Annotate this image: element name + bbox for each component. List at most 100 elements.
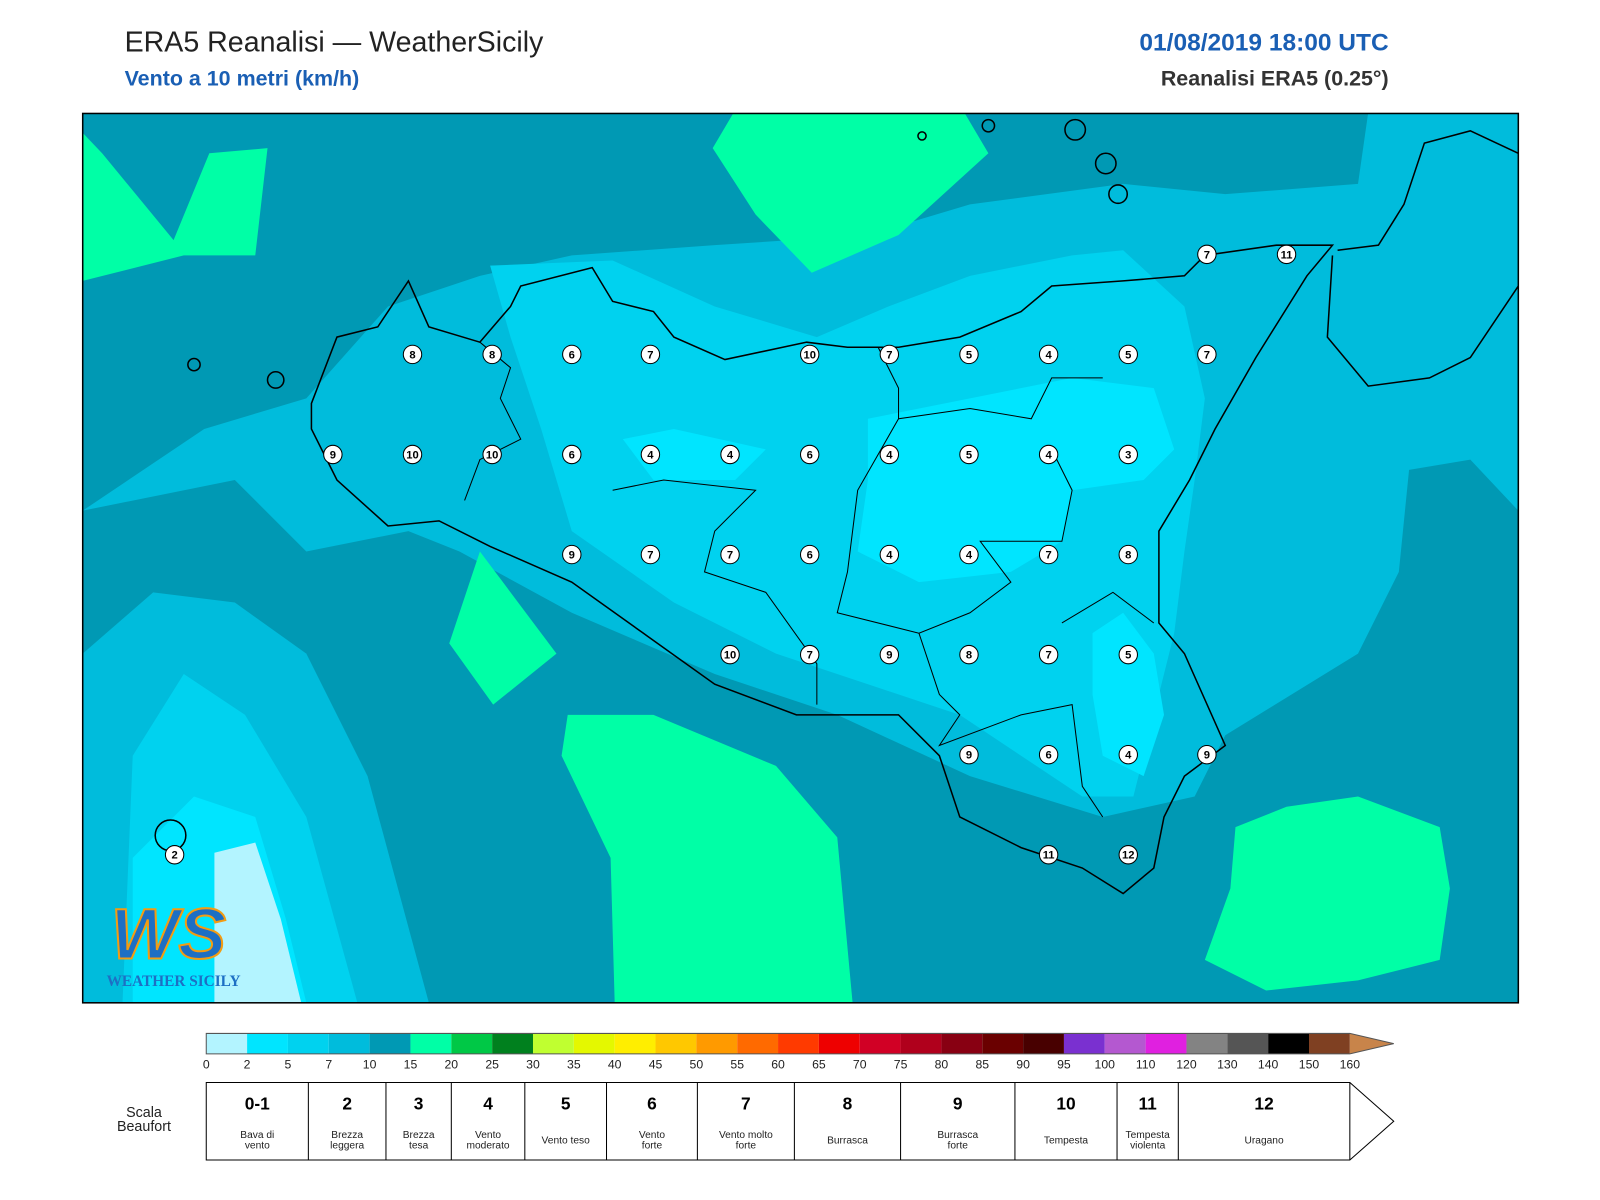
station-marker	[1038, 845, 1059, 865]
island	[187, 357, 201, 372]
station-value: 11	[1281, 249, 1293, 261]
colorbar-bin	[941, 1033, 983, 1054]
colorbar-tick-label: 50	[690, 1057, 704, 1071]
station-value: 8	[489, 349, 495, 361]
station-value: 10	[486, 449, 498, 461]
station-value: 6	[1046, 750, 1052, 762]
beaufort-desc: Uragano	[1245, 1135, 1284, 1146]
colorbar-bin	[1308, 1033, 1350, 1054]
province-border	[877, 347, 1103, 420]
beaufort-label: Beaufort	[117, 1119, 171, 1135]
beaufort-frame	[205, 1081, 1395, 1161]
station-value: 5	[1125, 650, 1131, 662]
station-value: 4	[727, 449, 734, 461]
colorbar-tick-label: 2	[244, 1057, 251, 1071]
beaufort-desc: Tempesta	[1044, 1135, 1089, 1146]
sicily-coast	[310, 244, 1335, 895]
station-marker	[1118, 544, 1138, 565]
colorbar-tick-label: 65	[812, 1057, 826, 1071]
field-zone	[1092, 612, 1165, 777]
field-zone	[561, 714, 853, 1003]
station-value: 7	[647, 349, 653, 361]
station-marker	[1038, 744, 1059, 765]
colorbar-tick-label: 100	[1095, 1057, 1116, 1071]
colorbar: 0 2 5 7 10 15 20 25 30 35 40 45 50 55 60 65 70 75 80 85 90 95…	[203, 1032, 1394, 1071]
station-marker	[720, 544, 740, 565]
station-marker	[720, 444, 740, 465]
station-marker	[640, 444, 661, 465]
beaufort-desc: Burrasca	[827, 1135, 868, 1146]
colorbar-tick-label: 30	[526, 1057, 540, 1071]
colorbar-bin	[532, 1033, 574, 1054]
station-marker	[482, 444, 502, 465]
logo-mark: WS	[111, 894, 226, 974]
station-marker	[164, 845, 185, 865]
station-value: 4	[1046, 449, 1053, 461]
station-marker	[1118, 444, 1138, 465]
station-value: 6	[807, 550, 813, 562]
logo-text: WEATHER SICILY	[107, 973, 241, 990]
province-border	[836, 418, 1073, 634]
colorbar-bin	[573, 1033, 615, 1054]
station-value: 10	[803, 349, 815, 361]
logo: WS WEATHER SICILY	[107, 893, 241, 990]
colorbar-bin	[1186, 1033, 1228, 1054]
station-marker	[562, 544, 582, 565]
station-marker	[1197, 744, 1217, 765]
station-value: 4	[886, 449, 893, 461]
station-value: 8	[409, 349, 415, 361]
colorbar-bin	[982, 1033, 1024, 1054]
station-value: 5	[1125, 349, 1131, 361]
colorbar-bin	[1104, 1033, 1146, 1054]
station-marker	[879, 544, 900, 565]
colorbar-tick-label: 95	[1057, 1057, 1071, 1071]
beaufort-desc: Brezza	[403, 1130, 435, 1141]
colorbar-tick-label: 80	[935, 1057, 949, 1071]
station-value: 8	[1125, 550, 1131, 562]
station-marker	[959, 644, 979, 665]
colorbar-tick-label: 140	[1258, 1057, 1279, 1071]
station-marker	[1197, 244, 1217, 265]
station-marker	[482, 344, 502, 365]
station-marker	[402, 344, 423, 365]
beaufort-desc: forte	[736, 1140, 757, 1151]
beaufort-number: 3	[414, 1093, 424, 1113]
station-value: 4	[647, 449, 654, 461]
colorbar-bin	[1063, 1033, 1105, 1054]
beaufort-desc: Tempesta	[1126, 1130, 1171, 1141]
colorbar-tick-label: 90	[1016, 1057, 1030, 1071]
station-marker	[1276, 244, 1297, 265]
beaufort-desc: Vento teso	[542, 1135, 591, 1146]
station-marker	[879, 444, 900, 465]
station-marker	[959, 544, 979, 565]
station-marker	[800, 544, 820, 565]
station-value: 7	[1046, 650, 1052, 662]
beaufort-desc: vento	[245, 1140, 270, 1151]
station-value: 5	[966, 349, 972, 361]
station-marker	[1197, 344, 1217, 365]
colorbar-tick-label: 5	[285, 1057, 292, 1071]
station-value: 9	[1204, 750, 1210, 762]
title: ERA5 Reanalisi — WeatherSicily	[125, 27, 544, 59]
colorbar-tick-label: 40	[608, 1057, 622, 1071]
field-zone	[1204, 796, 1450, 991]
colorbar-bin	[451, 1033, 493, 1054]
station-value: 3	[1125, 449, 1131, 461]
colorbar-extension	[1349, 1033, 1394, 1054]
station-marker	[800, 444, 820, 465]
colorbar-tick-label: 15	[404, 1057, 418, 1071]
station-marker	[562, 344, 582, 365]
station-value: 10	[724, 650, 736, 662]
station-value: 6	[569, 449, 575, 461]
colorbar-bin	[1145, 1033, 1187, 1054]
station-value: 6	[569, 349, 575, 361]
beaufort-label: Scala	[126, 1105, 162, 1121]
beaufort-desc: Vento	[475, 1130, 501, 1141]
colorbar-bin	[778, 1033, 819, 1054]
colorbar-tick-label: 150	[1299, 1057, 1320, 1071]
station-marker	[959, 744, 979, 765]
colorbar-tick-label: 0	[203, 1057, 210, 1071]
colorbar-bin	[492, 1033, 533, 1054]
